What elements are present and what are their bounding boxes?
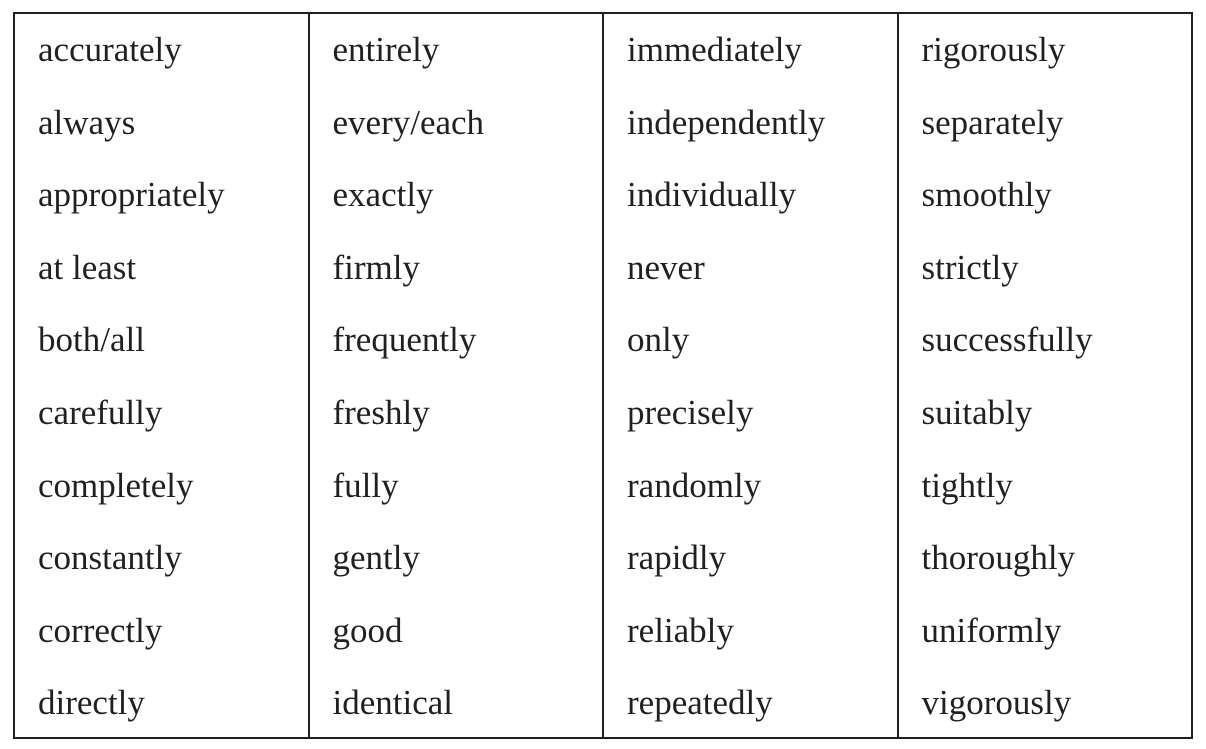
table-cell: never: [627, 247, 705, 287]
table-cell: successfully: [921, 320, 1093, 360]
table-cell: identical: [332, 683, 454, 723]
table-cell: strictly: [921, 247, 1019, 287]
table-cell: suitably: [921, 392, 1033, 432]
table-cell: directly: [38, 683, 145, 723]
table-cell: vigorously: [921, 683, 1072, 723]
table-cell: always: [38, 102, 136, 142]
table-cell: tightly: [921, 465, 1013, 505]
table-cell: every/each: [332, 102, 485, 142]
table-cell: both/all: [38, 320, 145, 360]
table-cell: individually: [627, 175, 797, 215]
table-cell: appropriately: [38, 175, 225, 215]
table-cell: precisely: [627, 392, 754, 432]
table-cell: good: [332, 610, 403, 650]
table-cell: thoroughly: [921, 538, 1076, 578]
table-cell: correctly: [38, 610, 163, 650]
table-column-3: immediately independently individually n…: [604, 14, 899, 737]
table-cell: carefully: [38, 392, 163, 432]
table-cell: constantly: [38, 538, 182, 578]
table-cell: completely: [38, 465, 194, 505]
table-cell: reliably: [627, 610, 734, 650]
table-cell: independently: [627, 102, 826, 142]
table-cell: firmly: [332, 247, 420, 287]
table-cell: uniformly: [921, 610, 1062, 650]
table-cell: rapidly: [627, 538, 727, 578]
table-cell: gently: [332, 538, 420, 578]
table-cell: exactly: [332, 175, 434, 215]
table-cell: accurately: [38, 30, 182, 69]
table-cell: repeatedly: [627, 683, 773, 723]
table-cell: smoothly: [921, 175, 1052, 215]
table-cell: at least: [38, 247, 137, 287]
table-cell: separately: [921, 102, 1064, 142]
table-column-2: entirely every/each exactly firmly frequ…: [310, 14, 604, 737]
table-column-1: accurately always appropriately at least…: [15, 14, 310, 737]
adverb-word-table: accurately always appropriately at least…: [13, 12, 1193, 739]
table-cell: only: [627, 320, 690, 360]
table-cell: freshly: [332, 392, 430, 432]
table-cell: frequently: [332, 320, 477, 360]
table-cell: rigorously: [921, 30, 1066, 69]
table-cell: randomly: [627, 465, 762, 505]
table-cell: fully: [332, 465, 399, 505]
table-cell: entirely: [332, 30, 440, 69]
table-cell: immediately: [627, 30, 802, 69]
table-column-4: rigorously separately smoothly strictly …: [899, 14, 1192, 737]
